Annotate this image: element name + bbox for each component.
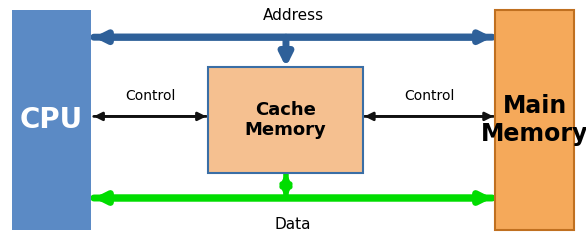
Text: Control: Control <box>404 89 454 103</box>
Text: Control: Control <box>125 89 175 103</box>
Text: CPU: CPU <box>20 106 83 134</box>
Bar <box>12 10 91 230</box>
Text: Main
Memory: Main Memory <box>481 94 586 146</box>
Text: Address: Address <box>263 8 323 23</box>
Bar <box>208 67 363 173</box>
Bar <box>495 10 574 230</box>
Text: Data: Data <box>275 217 311 232</box>
Text: Cache
Memory: Cache Memory <box>245 101 326 139</box>
